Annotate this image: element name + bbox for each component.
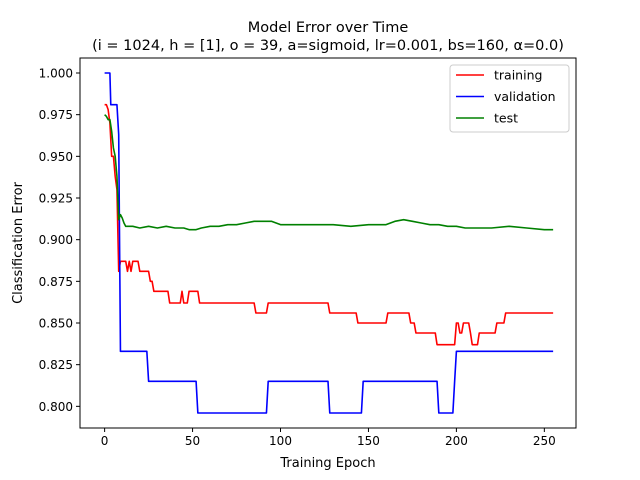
y-tick-label: 1.000 [39,67,73,81]
x-tick-label: 200 [445,434,468,448]
series-line-validation [104,72,554,414]
y-tick-label: 0.850 [39,317,73,331]
chart-title: Model Error over Time [248,20,409,36]
x-tick-label: 0 [101,434,109,448]
legend-label-test: test [494,111,518,126]
plot-area [104,72,554,414]
series-line-test [104,114,554,231]
series-layer [104,72,554,414]
y-tick-label: 0.900 [39,233,73,247]
legend-items: training validation test [456,68,556,126]
y-tick-label: 0.825 [39,358,73,372]
x-tick-label: 50 [185,434,200,448]
legend-label-validation: validation [494,89,556,104]
x-tick-label: 100 [269,434,292,448]
x-axis-ticks: 0 50 100 150 200 250 [101,428,556,448]
chart-subtitle: (i = 1024, h = [1], o = 39, a=sigmoid, l… [92,38,564,54]
x-tick-label: 250 [533,434,556,448]
axes-frame [79,57,577,429]
legend-frame [449,64,570,133]
x-tick-label: 150 [357,434,380,448]
y-axis-ticks: 0.800 0.825 0.850 0.875 0.900 0.925 0.950 0.975… [39,67,80,414]
y-tick-label: 0.800 [39,400,73,414]
y-tick-label: 0.925 [39,192,73,206]
y-tick-label: 0.875 [39,275,73,289]
x-axis-label: Training Epoch [279,456,375,471]
series-line-training [104,103,554,346]
y-axis-label: Classification Error [11,181,26,303]
legend-label-training: training [494,68,542,83]
y-tick-label: 0.975 [39,108,73,122]
y-tick-label: 0.950 [39,150,73,164]
legend: training validation test [449,64,570,133]
